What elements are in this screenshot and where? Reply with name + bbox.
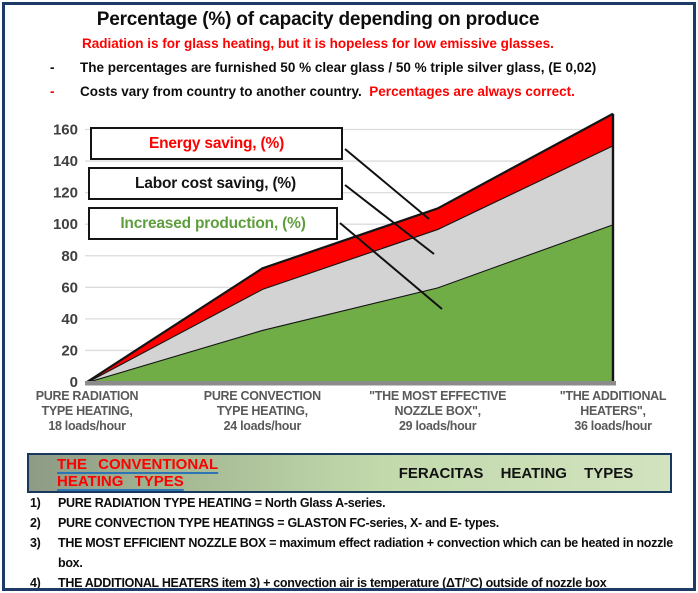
area-labor-cost-saving: [87, 145, 613, 382]
x-category-label: PURE RADIATION TYPE HEATING, 18 loads/hour: [36, 389, 139, 433]
area-energy-saving: [87, 113, 613, 382]
bullet-line-2: - Costs vary from country to another cou…: [50, 84, 670, 99]
y-tick-label: 160: [53, 122, 78, 139]
footnote-1: 1) PURE RADIATION TYPE HEATING = North G…: [30, 493, 682, 513]
header: Percentage (%) of capacity depending on …: [0, 9, 636, 51]
area-increased-production: [87, 224, 613, 382]
bullet-dash: -: [50, 84, 55, 99]
bullet-text: The percentages are furnished 50 % clear…: [80, 60, 597, 75]
legend-energy-saving: Energy saving, (%): [90, 127, 343, 160]
y-tick-label: 0: [70, 374, 78, 391]
legend-leader-line: [344, 148, 430, 220]
legend-labor-label: Labor cost saving, (%): [135, 174, 296, 192]
footnote-text: THE MOST EFFICIENT NOZZLE BOX = maximum …: [58, 536, 673, 570]
x-category-label: PURE CONVECTION TYPE HEATING, 24 loads/hou…: [204, 389, 321, 433]
x-category-label: "THE ADDITIONAL HEATERS", 36 loads/hour: [560, 389, 667, 433]
bullet-line-1: - The percentages are furnished 50 % cle…: [50, 60, 670, 75]
area-outline: [86, 112, 614, 383]
footnote-number: 2): [30, 516, 41, 530]
x-axis-line: [85, 381, 616, 386]
bullet-text: Costs vary from country to another count…: [80, 84, 575, 99]
footnote-text: PURE CONVECTION TYPE HEATINGS = GLASTON …: [58, 516, 499, 530]
legend-energy-label: Energy saving, (%): [148, 134, 285, 152]
footnote-number: 4): [30, 576, 41, 590]
footnote-number: 1): [30, 496, 41, 510]
y-tick-label: 20: [61, 342, 78, 359]
chart-subtitle-warning: Radiation is for glass heating, but it i…: [82, 36, 554, 51]
legend-leader-line: [339, 222, 443, 310]
banner-feracitas-label: FERACITAS HEATING TYPES: [398, 464, 634, 482]
heating-types-banner: THE CONVENTIONAL HEATING TYPES FERACITAS…: [27, 453, 672, 493]
y-tick-label: 100: [53, 216, 78, 233]
y-tick-label: 60: [61, 279, 78, 296]
y-tick-label: 120: [53, 185, 78, 202]
legend-production-label: Increased production, (%): [120, 214, 306, 232]
footnote-2: 2) PURE CONVECTION TYPE HEATINGS = GLAST…: [30, 513, 682, 533]
y-tick-label: 140: [53, 153, 78, 170]
footnotes: 1) PURE RADIATION TYPE HEATING = North G…: [30, 493, 682, 593]
footnote-text: THE ADDITIONAL HEATERS item 3) + convect…: [58, 576, 607, 590]
chart-title: Percentage (%) of capacity depending on …: [96, 9, 540, 30]
y-tick-label: 80: [61, 248, 78, 265]
x-category-label: "THE MOST EFFECTIVE NOZZLE BOX", 29 loads/…: [369, 389, 506, 433]
legend-labor-cost-saving: Labor cost saving, (%): [88, 167, 343, 200]
footnote-number: 3): [30, 536, 41, 550]
footnote-3: 3) THE MOST EFFICIENT NOZZLE BOX = maxim…: [30, 533, 682, 573]
banner-conventional-label: THE CONVENTIONAL HEATING TYPES: [57, 456, 219, 490]
y-tick-label: 40: [61, 311, 78, 328]
bullet-text-black: Costs vary from country to another count…: [80, 84, 370, 99]
footnote-text: PURE RADIATION TYPE HEATING = North Glas…: [58, 496, 386, 510]
footnote-4: 4) THE ADDITIONAL HEATERS item 3) + conv…: [30, 573, 682, 593]
bullet-dash: -: [50, 60, 55, 75]
legend-increased-production: Increased production, (%): [88, 207, 338, 240]
legend-leader-line: [344, 184, 435, 255]
bullet-text-red: Percentages are always correct.: [369, 84, 575, 99]
